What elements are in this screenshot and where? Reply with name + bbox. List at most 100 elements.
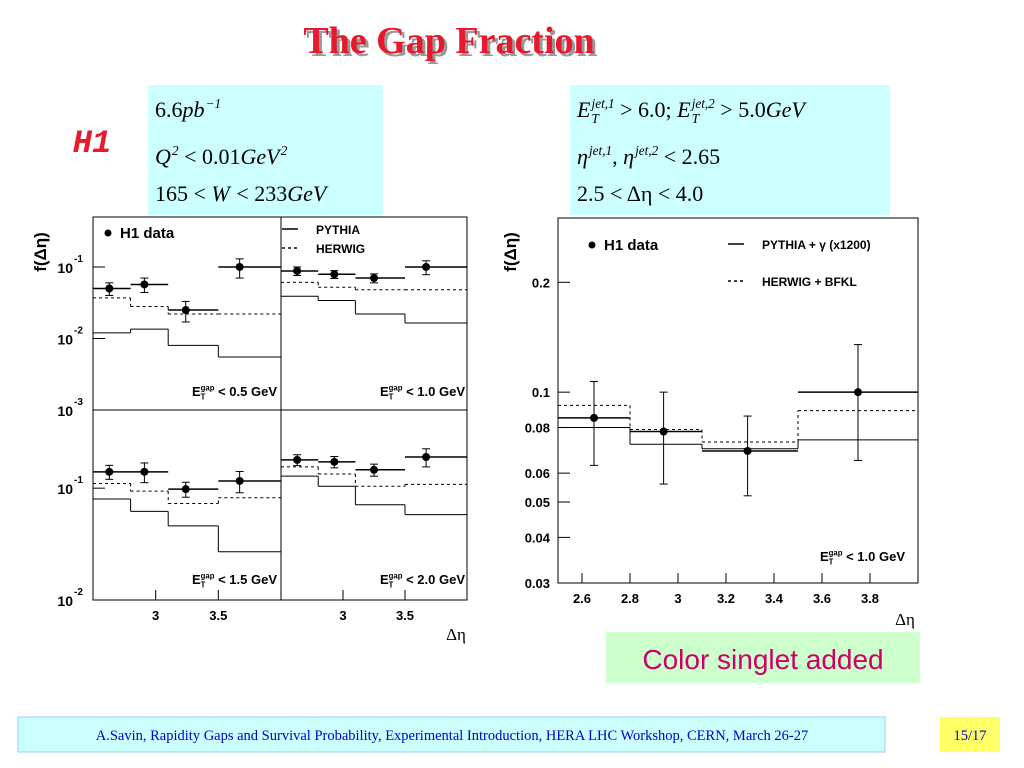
chart: 0.03 0.04 0.05 0.06 0.08 0.1 0.2 2.6 2.8 3 3.2 3.4 3… (501, 217, 919, 629)
formula-text: E (676, 97, 691, 122)
y-tick-label: 0.05 (525, 495, 550, 510)
y-tick-label: 0.06 (525, 466, 550, 481)
formula-text: E (820, 549, 829, 564)
data-point (370, 465, 378, 474)
legend-label: H1 data (120, 225, 175, 242)
subscript: T (201, 393, 206, 402)
formula-text: Q (155, 144, 171, 169)
page-number: 15/17 (953, 728, 986, 744)
superscript: gap (389, 572, 403, 581)
x-tick-label: 3 (152, 608, 159, 623)
plot-frame (280, 409, 468, 601)
legend-label: HERWIG + BFKL (762, 275, 857, 289)
y-tick-label: 0.03 (525, 576, 550, 591)
data-point (140, 467, 149, 476)
data-point (105, 284, 114, 293)
superscript: gap (201, 384, 215, 393)
superscript: jet,1 (587, 143, 612, 158)
superscript: jet,2 (690, 96, 715, 111)
superscript: gap (829, 549, 843, 558)
legend-marker (588, 241, 596, 249)
x-tick-label: 3.8 (861, 591, 879, 606)
data-point (140, 280, 149, 289)
formula-text: GeV (766, 97, 808, 122)
y-tick-exponent: -2 (74, 587, 83, 598)
formula-text: 165 < (155, 181, 211, 206)
data-point (293, 455, 302, 464)
footer-box (17, 716, 886, 753)
data-point (659, 427, 668, 436)
y-tick-label: 10 (57, 331, 73, 347)
formula-line: 2.5 < Δη < 4.0 (577, 181, 703, 206)
superscript: gap (201, 572, 215, 581)
subscript: T (829, 558, 834, 567)
formula-text: < 1.5 GeV (214, 572, 277, 587)
x-tick-label: 3.4 (765, 591, 784, 606)
y-tick-label: 0.08 (525, 421, 550, 436)
formula-text: pb (181, 97, 205, 122)
formula-text: < 0.01 (179, 144, 241, 169)
formula-text: η (577, 144, 588, 169)
superscript: gap (389, 384, 403, 393)
x-tick-label: 3.6 (813, 591, 831, 606)
superscript: jet,1 (590, 96, 615, 111)
footer: A.Savin, Rapidity Gaps and Survival Prob… (96, 728, 808, 744)
y-tick-exponent: -2 (74, 325, 83, 336)
page-box (940, 717, 1000, 752)
data-point (330, 270, 339, 279)
data-point (181, 485, 190, 494)
superscript: jet,2 (633, 143, 658, 158)
formula-text: > 5.0 (715, 97, 766, 122)
formula-text: 6.6 (155, 97, 183, 122)
formula-text: E (192, 384, 201, 399)
x-tick-label: 2.6 (573, 591, 591, 606)
data-point (181, 306, 190, 315)
y-tick-label: 0.2 (532, 275, 550, 290)
data-point (330, 457, 339, 466)
formula-text: < 2.0 GeV (402, 572, 465, 587)
y-tick-exponent: -1 (74, 254, 83, 265)
note-box (606, 632, 920, 683)
data-point (105, 467, 114, 476)
superscript: 2 (172, 143, 179, 158)
x-tick-label: 3 (339, 608, 346, 623)
legend-label: PYTHIA (316, 223, 360, 237)
title-shadow: The Gap Fraction (306, 23, 597, 65)
data-point (293, 266, 302, 275)
formula-text: GeV (241, 144, 283, 169)
data-point (743, 446, 752, 455)
subscript: T (201, 581, 206, 590)
x-tick-label: 3.5 (209, 608, 227, 623)
y-tick-label: 10 (57, 481, 73, 497)
formula-text: > 6.0; (615, 97, 678, 122)
formula-text: E (576, 97, 591, 122)
subscript: T (692, 111, 701, 126)
data-point (235, 262, 244, 271)
y-tick-label: 10 (57, 593, 73, 609)
subscript: T (592, 111, 601, 126)
legend-label: HERWIG (316, 242, 365, 256)
x-tick-label: 3.2 (717, 591, 735, 606)
formula-text: 2.5 < Δη < 4.0 (577, 181, 703, 206)
cuts-box (570, 85, 890, 215)
formula-text: , (612, 144, 623, 169)
cuts-box (148, 85, 383, 215)
formula-text: < 233 (231, 181, 287, 206)
x-tick-label: 3 (674, 591, 681, 606)
subscript: T (389, 393, 394, 402)
experiment: H1 (73, 125, 111, 162)
subscript: T (389, 581, 394, 590)
formula-line: η jet,1, η jet,2 < 2.65 (577, 143, 720, 169)
formula-text: E (380, 384, 389, 399)
formula-text: < 1.0 GeV (842, 549, 905, 564)
title: The Gap Fraction (303, 20, 594, 62)
